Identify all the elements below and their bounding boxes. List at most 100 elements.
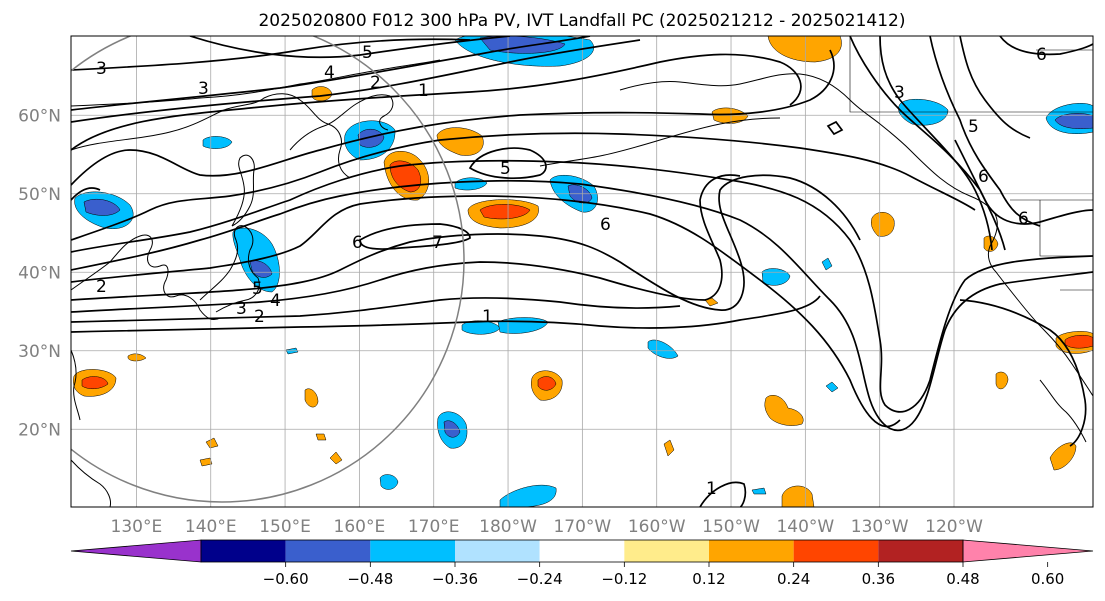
colorbar-extend-low [70,539,202,563]
map-title: 2025020800 F012 300 hPa PV, IVT Landfall… [258,11,905,31]
contour-label: 6 [352,233,363,253]
colorbar-tick-label: −0.48 [347,570,393,588]
pv-contour-line [879,36,993,251]
longitude-tick-labels: 130°E 140°E 150°E 160°E 170°E 180°W 170°W 160°W… [111,517,984,537]
longitude-tick-label: 170°E [408,517,460,537]
contour-label: 2 [96,277,107,297]
contour-label: 5 [362,43,373,63]
longitude-tick-label: 150°W [702,517,760,537]
coastlines [71,59,1093,507]
contour-label: 3 [894,83,905,103]
contour-label: 1 [482,307,493,327]
coastline [71,234,221,321]
anomaly-positive-core [81,376,109,389]
pv-contour-line [71,159,1093,413]
coastline [71,349,81,421]
coastline [619,73,1093,397]
anomaly-negative [751,487,767,495]
anomaly-positive [329,451,343,465]
anomaly-positive [781,485,815,507]
colorbar-tick-label: 0.24 [777,570,810,588]
contour-label: 1 [418,81,429,101]
colorbar-tick-label: 0.12 [692,570,725,588]
pv-contour-line [71,174,741,313]
pv-contour-line [71,36,591,111]
colorbar-bin [370,540,455,562]
pv-contour-line [929,36,1041,227]
pv-contour-line [826,120,844,136]
pv-contour-line [959,36,1031,139]
latitude-tick-label: 60°N [18,106,61,126]
coastline [199,225,260,313]
contour-label: 4 [324,63,335,83]
anomaly-negative [821,257,833,271]
anomaly-negative-core [357,129,385,148]
pv-contour-line [71,39,641,123]
pv-contour-line [849,36,1006,251]
anomaly-positive [711,107,749,124]
boundary-line [1039,200,1093,257]
contour-label: 5 [252,279,263,299]
map-panel: 3 5 4 2 1 3 5 6 7 6 2 5 4 3 2 1 3 5 6 6 [70,35,1094,508]
coastline [71,459,111,507]
colorbar-tick-label: −0.12 [601,570,647,588]
latitude-tick-label: 40°N [18,263,61,283]
pv-contour-line [959,299,1087,447]
longitude-tick-label: 130°W [851,517,909,537]
contour-label: 3 [236,299,247,319]
colorbar-tick-label: 0.48 [946,570,979,588]
anomaly-positive [199,457,213,467]
pv-contour-line [359,223,471,250]
anomaly-negative [761,268,791,286]
contour-label: 6 [1036,45,1047,65]
latitude-tick-labels: 20°N 30°N 40°N 50°N 60°N [18,106,61,440]
longitude-tick-label: 170°W [553,517,611,537]
coastline [71,59,441,107]
pv-contour-line [189,36,511,59]
anomaly-positive [436,127,484,156]
longitude-tick-label: 140°E [185,517,237,537]
anomaly-positive [1049,442,1077,471]
coastline [539,117,781,167]
colorbar-tick-label: −0.60 [263,570,309,588]
contour-label: 6 [1018,209,1029,229]
pv-contour-line [999,36,1093,56]
contour-label-group: 3 5 4 2 1 3 5 6 7 6 2 5 4 3 2 1 3 5 6 6 [96,43,1047,499]
anomaly-positive-core [1064,335,1093,349]
pv-contour-line [699,481,747,507]
contour-label: 6 [978,167,989,187]
coastline [71,93,351,179]
contour-label: 3 [96,59,107,79]
colorbar-tick-label: −0.24 [517,570,563,588]
shaded-anomalies [73,36,1093,507]
contour-label: 1 [706,479,717,499]
anomaly-positive [764,395,804,426]
pv-contour-line [468,147,547,179]
longitude-tick-label: 120°W [925,517,983,537]
pv-contour-line [71,53,802,151]
anomaly-positive-core [537,376,557,391]
pv-contour-line [954,139,1093,225]
colorbar-bin [793,540,879,562]
longitude-tick-label: 180°W [479,517,537,537]
colorbar-bin [624,540,709,562]
longitude-tick-label: 160°E [334,517,386,537]
pv-contour-line [71,174,861,311]
anomaly-positive [995,371,1009,390]
colorbar-bin [285,540,371,562]
range-circle [71,36,465,503]
latitude-tick-label: 50°N [18,185,61,205]
boundary-line [849,36,1093,113]
colorbar-tick-label: 0.60 [1031,570,1064,588]
longitude-tick-label: 140°W [776,517,834,537]
contour-label: 5 [968,117,979,137]
longitude-tick-label: 150°E [259,517,311,537]
colorbar-bin [709,540,794,562]
anomaly-positive-core [479,204,531,220]
anomaly-positive [315,433,327,441]
pv-contour-line [71,295,821,333]
contour-label: 2 [370,73,381,93]
anomaly-negative-core [1054,113,1093,129]
anomaly-negative [825,381,839,393]
